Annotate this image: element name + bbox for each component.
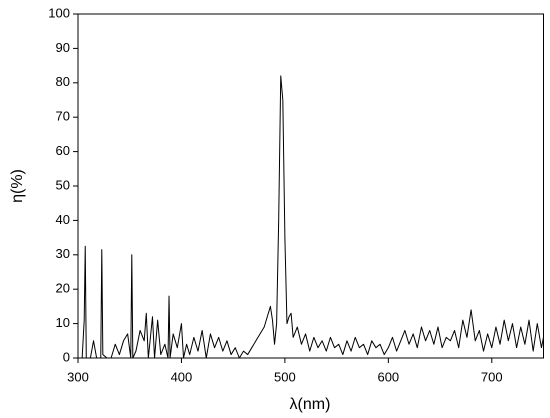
y-axis-label: η(%) (9, 169, 26, 203)
y-tick-label: 100 (48, 5, 70, 20)
x-tick-label: 300 (67, 369, 89, 384)
y-tick-label: 60 (56, 143, 70, 158)
y-tick-label: 30 (56, 246, 70, 261)
x-tick-label: 600 (377, 369, 399, 384)
y-tick-label: 40 (56, 212, 70, 227)
data-line (78, 75, 544, 359)
y-tick-label: 50 (56, 177, 70, 192)
y-tick-label: 0 (63, 349, 70, 364)
x-tick-label: 500 (274, 369, 296, 384)
plot-frame (77, 13, 544, 359)
y-tick-label: 20 (56, 281, 70, 296)
y-tick-label: 90 (56, 40, 70, 55)
y-tick-label: 10 (56, 315, 70, 330)
x-tick-label: 400 (171, 369, 193, 384)
y-tick-label: 80 (56, 74, 70, 89)
x-tick-label: 700 (481, 369, 503, 384)
y-tick-label: 70 (56, 109, 70, 124)
x-axis-label: λ(nm) (290, 396, 331, 413)
